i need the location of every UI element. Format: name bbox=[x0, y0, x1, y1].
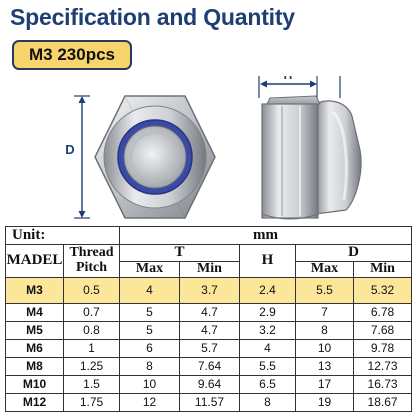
t-min-cell: 5.7 bbox=[179, 338, 240, 358]
t-max-cell: 4 bbox=[119, 276, 180, 304]
d-max-cell: 8 bbox=[295, 320, 354, 340]
d-max-cell: 13 bbox=[295, 356, 354, 376]
d-header: D bbox=[294, 244, 413, 262]
t-max-cell: 5 bbox=[119, 320, 180, 340]
t-min-cell: 4.7 bbox=[179, 302, 240, 322]
h-cell: 5.5 bbox=[239, 356, 296, 376]
t-min-cell: 4.7 bbox=[179, 320, 240, 340]
d-min-cell: 6.78 bbox=[352, 302, 413, 322]
pitch-cell: 1.25 bbox=[63, 356, 120, 376]
table-row: M6 1 6 5.7 4 10 9.78 bbox=[5, 338, 413, 358]
t-min-cell: 3.7 bbox=[179, 276, 240, 304]
specification-table: Unit: mm MADEL Thread Pitch T H D Max Mi… bbox=[5, 226, 413, 413]
d-min-cell: 7.68 bbox=[352, 320, 413, 340]
h-header: H bbox=[239, 244, 296, 278]
model-cell: M5 bbox=[5, 320, 64, 340]
t-min-header: Min bbox=[179, 260, 240, 278]
t-max-header: Max bbox=[119, 260, 180, 278]
dimension-d-marker: D bbox=[62, 95, 90, 219]
model-header: MADEL bbox=[5, 244, 64, 278]
t-min-cell: 11.57 bbox=[179, 392, 240, 413]
h-cell: 6.5 bbox=[239, 374, 296, 394]
d-min-header: Min bbox=[352, 260, 413, 278]
d-max-cell: 5.5 bbox=[295, 276, 354, 304]
pitch-cell: 0.7 bbox=[63, 302, 120, 322]
t-max-cell: 8 bbox=[119, 356, 180, 376]
h-cell: 3.2 bbox=[239, 320, 296, 340]
table-row: M12 1.75 12 11.57 8 19 18.67 bbox=[5, 392, 413, 413]
pitch-cell: 1.75 bbox=[63, 392, 120, 413]
h-cell: 2.4 bbox=[239, 276, 296, 304]
h-cell: 2.9 bbox=[239, 302, 296, 322]
t-max-cell: 10 bbox=[119, 374, 180, 394]
model-cell: M10 bbox=[5, 374, 64, 394]
t-min-cell: 7.64 bbox=[179, 356, 240, 376]
hex-nut-side-view bbox=[261, 95, 362, 220]
product-illustration: D T H bbox=[62, 76, 362, 220]
unit-value: mm bbox=[118, 226, 413, 245]
d-min-cell: 5.32 bbox=[352, 276, 413, 304]
h-cell: 8 bbox=[239, 392, 296, 413]
h-cell: 4 bbox=[239, 338, 296, 358]
t-header: T bbox=[119, 244, 240, 262]
table-row: M5 0.8 5 4.7 3.2 8 7.68 bbox=[5, 320, 413, 340]
d-max-cell: 19 bbox=[295, 392, 354, 413]
pitch-cell: 1.5 bbox=[63, 374, 120, 394]
d-min-cell: 16.73 bbox=[352, 374, 413, 394]
table-row: M8 1.25 8 7.64 5.5 13 12.73 bbox=[5, 356, 413, 376]
d-max-cell: 10 bbox=[295, 338, 354, 358]
unit-label: Unit: bbox=[5, 226, 120, 245]
pitch-cell: 1 bbox=[63, 338, 120, 358]
model-cell: M12 bbox=[5, 392, 64, 413]
hex-nut-front-view bbox=[94, 95, 216, 219]
page-title: Specification and Quantity bbox=[10, 4, 295, 30]
thread-pitch-header: Thread Pitch bbox=[63, 244, 120, 278]
model-cell: M3 bbox=[5, 276, 64, 304]
t-max-cell: 12 bbox=[119, 392, 180, 413]
d-max-cell: 7 bbox=[295, 302, 354, 322]
quantity-badge: M3 230pcs bbox=[12, 40, 132, 70]
dimension-h-marker: H bbox=[260, 76, 318, 98]
d-min-cell: 12.73 bbox=[352, 356, 413, 376]
t-max-cell: 5 bbox=[119, 302, 180, 322]
d-min-cell: 18.67 bbox=[352, 392, 413, 413]
dimension-h-label: H bbox=[284, 76, 293, 82]
dimension-t-marker: T bbox=[258, 76, 341, 98]
d-max-cell: 17 bbox=[295, 374, 354, 394]
t-min-cell: 9.64 bbox=[179, 374, 240, 394]
pitch-cell: 0.8 bbox=[63, 320, 120, 340]
table-row: M10 1.5 10 9.64 6.5 17 16.73 bbox=[5, 374, 413, 394]
table-row: M4 0.7 5 4.7 2.9 7 6.78 bbox=[5, 302, 413, 322]
d-max-header: Max bbox=[295, 260, 354, 278]
d-min-cell: 9.78 bbox=[352, 338, 413, 358]
model-cell: M6 bbox=[5, 338, 64, 358]
t-max-cell: 6 bbox=[119, 338, 180, 358]
model-cell: M4 bbox=[5, 302, 64, 322]
dimension-d-label: D bbox=[65, 142, 74, 157]
model-cell: M8 bbox=[5, 356, 64, 376]
table-row: M3 0.5 4 3.7 2.4 5.5 5.32 bbox=[5, 276, 413, 304]
pitch-cell: 0.5 bbox=[63, 276, 120, 304]
